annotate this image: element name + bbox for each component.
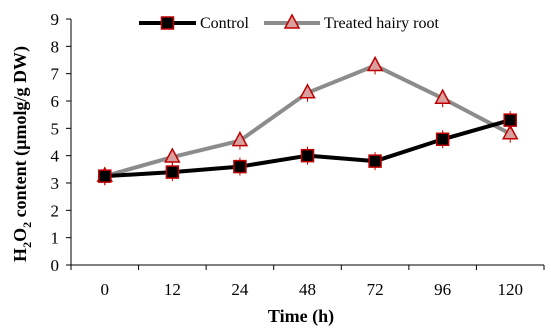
data-point: [368, 154, 382, 168]
y-tick-label: 1: [51, 229, 60, 248]
data-point: [503, 113, 517, 127]
y-tick-label: 4: [51, 147, 60, 166]
data-point: [434, 88, 451, 105]
data-point: [435, 132, 450, 147]
legend: Control Treated hairy root: [139, 13, 439, 32]
y-tick-label: 9: [51, 10, 60, 29]
y-tick-label: 2: [51, 201, 60, 220]
x-tick-label: 24: [231, 280, 249, 299]
data-point: [231, 131, 249, 147]
x-tick-label: 120: [497, 280, 523, 299]
y-axis-title: H2O2 content (µmolg/g DW): [10, 46, 34, 262]
series-layer: [96, 55, 519, 186]
legend-item-treated-hairy-root: Treated hairy root: [264, 13, 439, 32]
legend-swatch-marker: [283, 13, 301, 29]
x-tick-label: 12: [164, 280, 181, 299]
data-point: [366, 55, 384, 72]
data-point: [300, 148, 315, 163]
y-tick-label: 8: [51, 37, 60, 56]
data-point: [233, 159, 247, 174]
svg-text:H2O2 content (µmolg/g DW): H2O2 content (µmolg/g DW): [10, 46, 34, 262]
x-tick-label: 0: [101, 280, 110, 299]
data-point: [98, 169, 112, 183]
data-point: [164, 147, 181, 163]
data-point: [299, 83, 316, 99]
x-tick-label: 96: [434, 280, 451, 299]
legend-label: Treated hairy root: [324, 15, 439, 32]
y-tick-label: 3: [51, 174, 60, 193]
series-control: [98, 111, 517, 186]
y-tick-label: 5: [51, 119, 60, 138]
x-tick-label: 72: [367, 280, 384, 299]
data-point: [501, 124, 519, 140]
y-tick-label: 6: [51, 92, 60, 111]
data-point: [165, 165, 180, 179]
x-tick-label: 48: [299, 280, 316, 299]
x-axis-title: Time (h): [268, 306, 334, 327]
legend-label: Control: [200, 15, 249, 32]
y-tick-label: 7: [51, 65, 60, 84]
y-tick-label: 0: [51, 256, 60, 275]
series-treated-hairy-root: [96, 55, 519, 186]
legend-swatch-marker: [160, 16, 175, 30]
legend-item-control: Control: [139, 15, 249, 32]
